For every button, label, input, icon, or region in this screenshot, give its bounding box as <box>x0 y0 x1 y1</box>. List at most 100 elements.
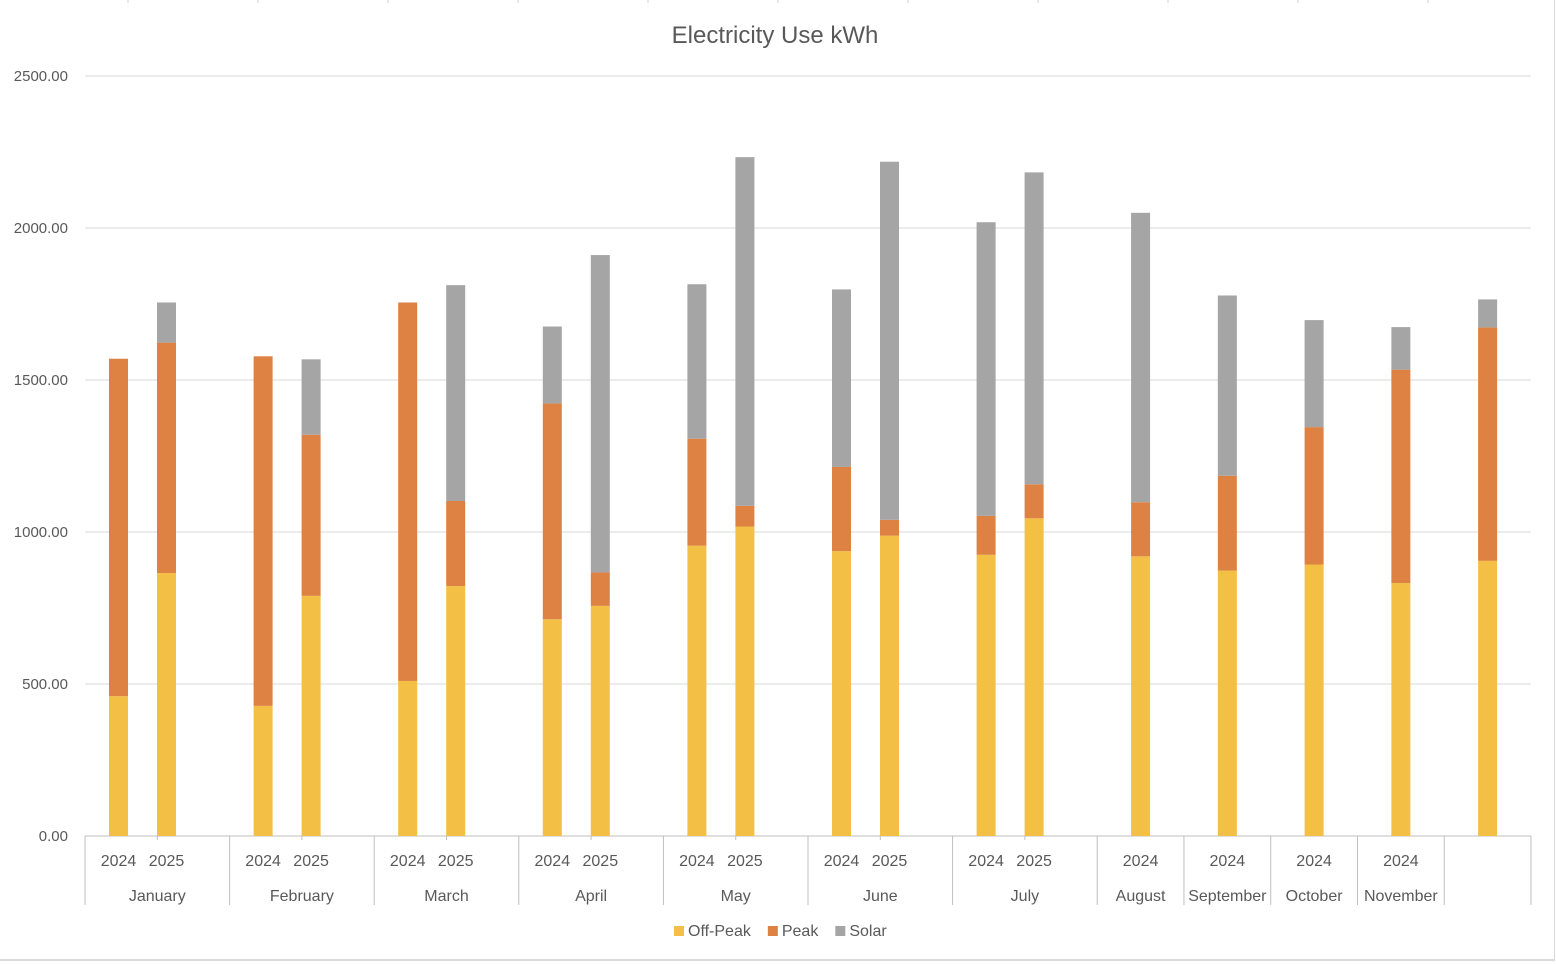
x-year-label: 2024 <box>824 853 860 870</box>
x-year-label: 2025 <box>149 853 185 870</box>
bar-segment-peak <box>301 434 321 596</box>
x-month-label: February <box>270 888 334 905</box>
bar-segment-solar <box>687 284 707 439</box>
bar-segment-peak <box>735 505 755 527</box>
bar-segment-solar <box>157 302 176 343</box>
x-year-label: 2025 <box>583 853 619 870</box>
x-month-label: November <box>1364 888 1438 905</box>
bar-segment-off-peak <box>880 535 899 836</box>
x-month-label: May <box>721 888 751 905</box>
x-year-label: 2024 <box>1383 853 1419 870</box>
bar-segment-peak <box>1131 502 1151 557</box>
bar-segment-off-peak <box>735 526 755 836</box>
bar-segment-off-peak <box>976 554 996 836</box>
bar-segment-peak <box>1478 327 1498 561</box>
bar-segment-solar <box>446 285 466 501</box>
bar-segment-peak <box>109 358 128 697</box>
bar-segment-peak <box>157 342 176 574</box>
bar-segment-solar <box>880 161 899 520</box>
bar-segment-peak <box>446 500 466 587</box>
bar-segment-off-peak <box>1131 556 1151 836</box>
y-tick-label: 1500.00 <box>14 372 68 389</box>
bar-segment-peak <box>687 438 707 546</box>
x-year-label: 2024 <box>245 853 281 870</box>
x-year-label: 2024 <box>390 853 426 870</box>
bar-segment-solar <box>1304 320 1324 428</box>
x-month-label: March <box>424 888 468 905</box>
bar-segment-off-peak <box>1304 564 1324 836</box>
bar-segment-peak <box>398 302 418 681</box>
legend-label-off-peak: Off-Peak <box>688 923 752 940</box>
bars <box>109 157 1498 836</box>
bar-segment-off-peak <box>542 619 562 836</box>
legend-swatch-solar <box>835 926 846 936</box>
bar-segment-solar <box>590 255 610 573</box>
bar-segment-solar <box>976 222 996 516</box>
y-tick-label: 500.00 <box>22 676 68 693</box>
bar-segment-peak <box>1217 475 1237 571</box>
bar-segment-off-peak <box>1024 518 1044 836</box>
bar-segment-peak <box>1304 427 1324 565</box>
y-tick-label: 0.00 <box>39 828 68 845</box>
x-year-label: 2025 <box>872 853 908 870</box>
top-strip-ticks <box>127 0 1429 3</box>
gridlines <box>85 75 1531 837</box>
bar-segment-off-peak <box>832 551 851 836</box>
x-year-label: 2025 <box>1016 853 1052 870</box>
bar-segment-off-peak <box>301 595 321 836</box>
bar-segment-peak <box>1391 369 1411 584</box>
bar-segment-solar <box>301 359 321 435</box>
y-axis-ticks: 0.00 500.00 1000.00 1500.00 2000.00 2500.00 <box>14 68 68 845</box>
bar-segment-off-peak <box>1217 570 1237 836</box>
x-year-label: 2024 <box>1210 853 1246 870</box>
x-month-label: April <box>575 888 607 905</box>
bar-segment-peak <box>832 466 851 552</box>
legend-label-solar: Solar <box>849 923 887 940</box>
legend-swatch-off-peak <box>674 926 684 936</box>
bar-segment-solar <box>1131 212 1151 503</box>
bar-segment-peak <box>542 403 562 620</box>
x-month-label: July <box>1011 888 1039 905</box>
bar-segment-off-peak <box>687 545 707 836</box>
x-month-label: October <box>1286 888 1344 905</box>
bar-segment-off-peak <box>446 586 466 836</box>
y-tick-label: 2000.00 <box>14 220 68 237</box>
legend: Off-Peak Peak Solar <box>674 923 887 940</box>
bar-segment-solar <box>1024 172 1044 485</box>
bar-segment-peak <box>590 572 610 606</box>
x-month-label: September <box>1188 888 1267 905</box>
bar-segment-solar <box>1391 327 1411 370</box>
chart-title: Electricity Use kWh <box>672 22 879 49</box>
x-year-label: 2024 <box>1296 853 1332 870</box>
bar-segment-off-peak <box>157 573 176 836</box>
bar-segment-off-peak <box>1391 583 1411 836</box>
legend-label-peak: Peak <box>782 923 819 940</box>
x-year-label: 2025 <box>438 853 474 870</box>
y-tick-label: 1000.00 <box>14 524 68 541</box>
x-year-label: 2024 <box>1123 853 1159 870</box>
x-year-label: 2024 <box>535 853 571 870</box>
x-month-label: June <box>863 888 898 905</box>
bar-segment-peak <box>253 356 273 706</box>
x-year-label: 2025 <box>293 853 329 870</box>
legend-swatch-peak <box>767 926 778 936</box>
bar-segment-peak <box>1024 484 1044 519</box>
x-year-label: 2025 <box>727 853 763 870</box>
bar-segment-off-peak <box>109 696 128 836</box>
bar-segment-off-peak <box>398 680 418 836</box>
bar-segment-solar <box>1217 295 1237 476</box>
bar-segment-off-peak <box>1478 560 1498 836</box>
x-year-label: 2024 <box>679 853 715 870</box>
x-year-label: 2024 <box>101 853 137 870</box>
bar-segment-solar <box>542 326 562 404</box>
y-tick-label: 2500.00 <box>14 68 68 85</box>
x-axis: 2024 2025 January 2024 2025 February 2024 2025 M… <box>84 836 1532 905</box>
bar-segment-peak <box>880 519 899 536</box>
bar-segment-solar <box>735 157 755 506</box>
x-year-label: 2024 <box>968 853 1004 870</box>
x-month-label: January <box>129 888 186 905</box>
bar-segment-solar <box>1478 299 1498 328</box>
bar-segment-off-peak <box>253 705 273 836</box>
